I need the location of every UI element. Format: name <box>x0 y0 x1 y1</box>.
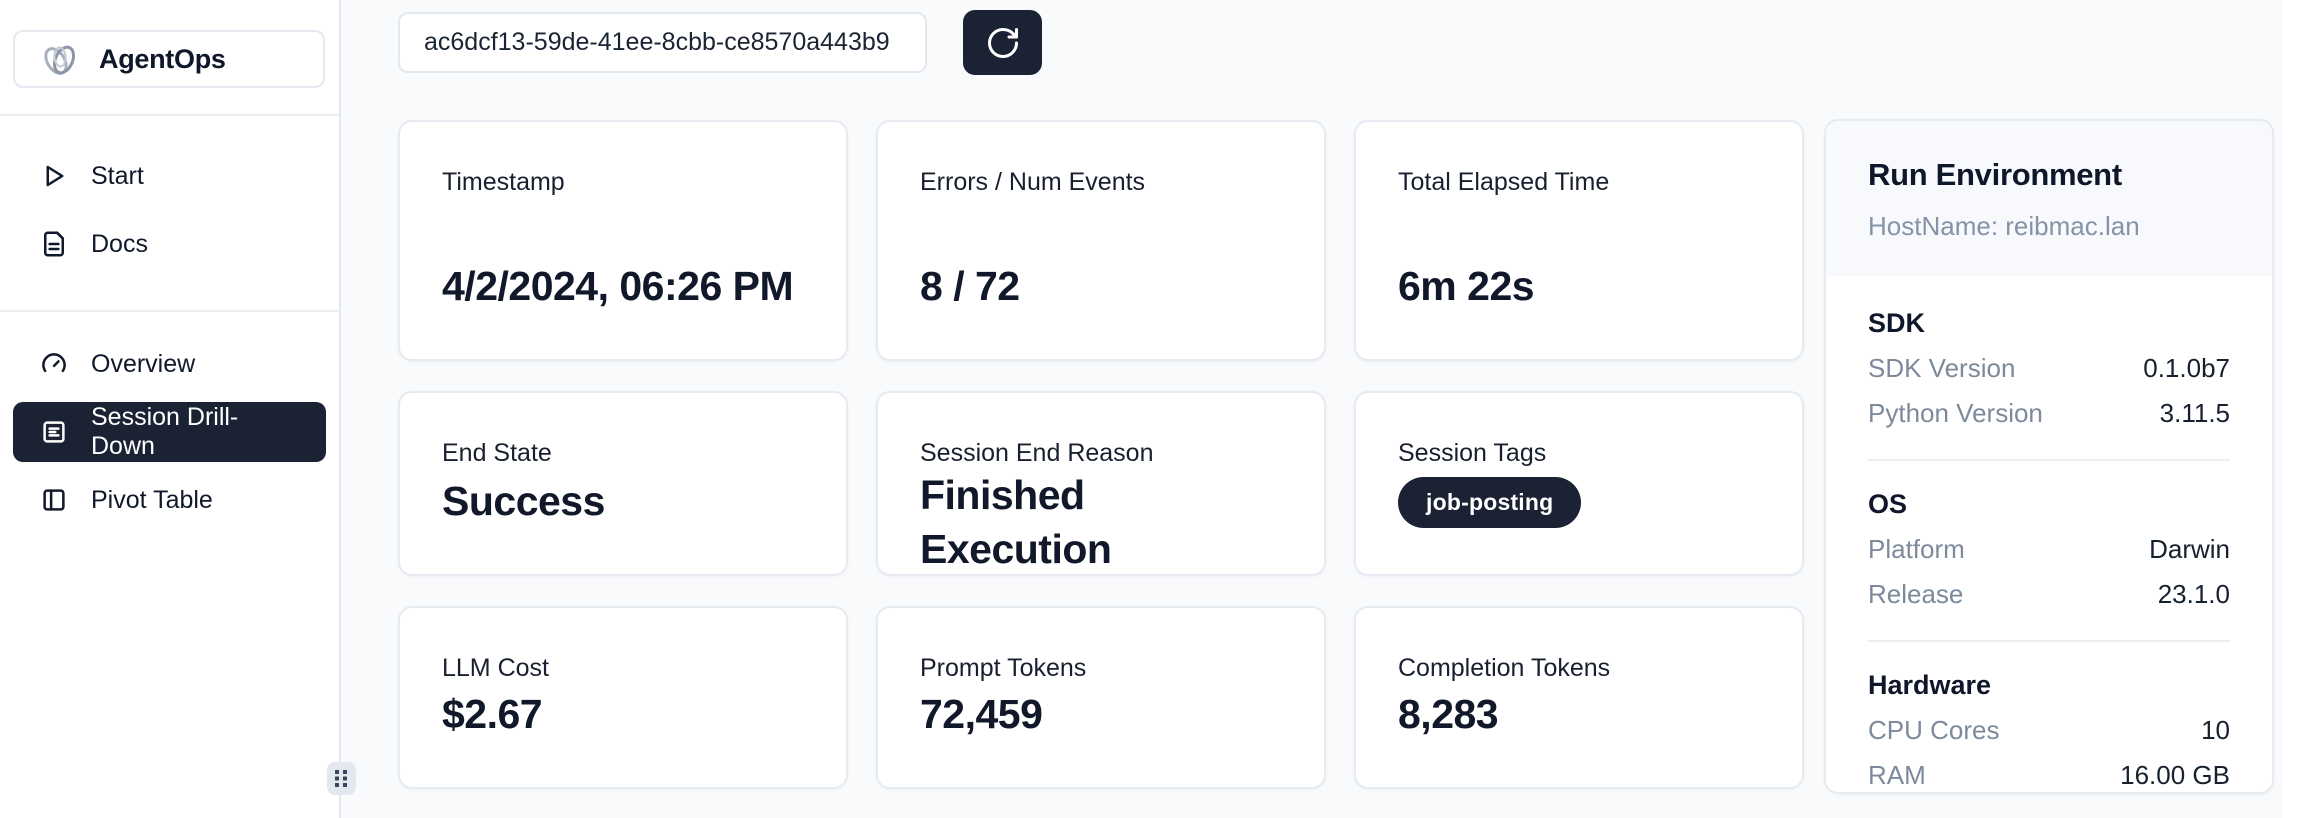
sidebar-resize-grip[interactable] <box>327 762 356 795</box>
env-section-heading: SDK <box>1868 308 1926 338</box>
metric-cards-grid: Timestamp 4/2/2024, 06:26 PM Errors / Nu… <box>398 120 1804 789</box>
panel-left-icon <box>39 485 69 515</box>
sidebar-item-label: Session Drill-Down <box>91 403 239 460</box>
card-errors-num-events: Errors / Num Events 8 / 72 <box>876 120 1326 361</box>
card-label: Timestamp <box>442 168 565 196</box>
card-prompt-tokens: Prompt Tokens 72,459 <box>876 606 1326 789</box>
run-environment-header: Run Environment HostName: reibmac.lan <box>1826 121 2272 276</box>
env-row-release: Release 23.1.0 <box>1868 579 2230 610</box>
card-label: Total Elapsed Time <box>1398 168 1610 196</box>
play-icon <box>39 161 69 191</box>
env-divider <box>1868 459 2230 461</box>
sidebar-divider <box>0 114 339 116</box>
env-section-hardware: Hardware CPU Cores 10 RAM 16.00 GB <box>1868 670 2230 791</box>
run-environment-body: SDK SDK Version 0.1.0b7 Python Version 3… <box>1826 276 2272 791</box>
env-row-value: 3.11.5 <box>2159 398 2230 428</box>
sidebar-item-label: Overview <box>91 349 196 378</box>
env-row-platform: Platform Darwin <box>1868 534 2230 565</box>
card-end-state: End State Success <box>398 391 848 576</box>
run-environment-panel: Run Environment HostName: reibmac.lan SD… <box>1824 119 2274 794</box>
env-row-label: CPU Cores <box>1868 715 2000 745</box>
sidebar-item-pivot-table[interactable]: Pivot Table <box>13 470 326 530</box>
card-label: Session Tags <box>1398 439 1547 467</box>
env-row-value: 0.1.0b7 <box>2143 353 2230 383</box>
card-value: 8,283 <box>1398 690 1499 737</box>
card-value: Success <box>442 477 605 524</box>
env-divider <box>1868 640 2230 642</box>
env-row-value: 10 <box>2201 715 2230 745</box>
refresh-icon <box>987 27 1018 58</box>
card-session-tags: Session Tags job-posting <box>1354 391 1804 576</box>
session-id-input[interactable] <box>398 12 927 73</box>
card-label: End State <box>442 439 552 467</box>
env-section-heading: OS <box>1868 489 1908 519</box>
card-label: Session End Reason <box>920 439 1154 467</box>
sidebar-item-start[interactable]: Start <box>13 146 326 206</box>
env-section-heading: Hardware <box>1868 670 1992 700</box>
env-row-sdk-version: SDK Version 0.1.0b7 <box>1868 353 2230 384</box>
env-row-cpu-cores: CPU Cores 10 <box>1868 715 2230 746</box>
session-tag-badge: job-posting <box>1398 477 1582 528</box>
scrollbar-gutter[interactable] <box>2283 0 2300 818</box>
card-label: Prompt Tokens <box>920 654 1087 682</box>
main-content: Timestamp 4/2/2024, 06:26 PM Errors / Nu… <box>341 0 2300 818</box>
sidebar-item-label: Pivot Table <box>91 485 213 514</box>
card-timestamp: Timestamp 4/2/2024, 06:26 PM <box>398 120 848 361</box>
card-label: Completion Tokens <box>1398 654 1611 682</box>
document-icon <box>39 229 69 259</box>
card-label: Errors / Num Events <box>920 168 1146 196</box>
brand-name: AgentOps <box>99 43 226 74</box>
env-section-sdk: SDK SDK Version 0.1.0b7 Python Version 3… <box>1868 308 2230 429</box>
sidebar-item-overview[interactable]: Overview <box>13 334 326 394</box>
refresh-button[interactable] <box>963 10 1042 75</box>
card-llm-cost: LLM Cost $2.67 <box>398 606 848 789</box>
card-value: Finished Execution <box>920 472 1112 573</box>
agentops-logo-icon <box>37 38 83 80</box>
gauge-icon <box>39 349 69 379</box>
env-row-value: 23.1.0 <box>2157 579 2230 609</box>
card-completion-tokens: Completion Tokens 8,283 <box>1354 606 1804 789</box>
sidebar-nav-session: Overview Session Drill-Down <box>0 334 339 530</box>
sidebar-item-session-drill-down[interactable]: Session Drill-Down <box>13 402 326 462</box>
card-value: 8 / 72 <box>920 262 1020 309</box>
sidebar-nav-top: Start Docs <box>0 146 339 274</box>
env-row-python-version: Python Version 3.11.5 <box>1868 398 2230 429</box>
card-label: LLM Cost <box>442 654 549 682</box>
card-value: 6m 22s <box>1398 262 1535 309</box>
env-row-label: Release <box>1868 579 1964 609</box>
sidebar: AgentOps Start <box>0 0 341 818</box>
sidebar-divider <box>0 310 339 312</box>
env-row-value: Darwin <box>2149 534 2230 564</box>
sidebar-item-label: Start <box>91 161 144 190</box>
env-row-label: Platform <box>1868 534 1965 564</box>
card-session-end-reason: Session End Reason Finished Execution <box>876 391 1326 576</box>
env-row-label: RAM <box>1868 760 1926 790</box>
card-value: 4/2/2024, 06:26 PM <box>442 262 794 309</box>
env-row-ram: RAM 16.00 GB <box>1868 760 2230 791</box>
sidebar-item-label: Docs <box>91 229 148 258</box>
sidebar-item-docs[interactable]: Docs <box>13 214 326 274</box>
card-value: $2.67 <box>442 690 543 737</box>
env-section-os: OS Platform Darwin Release 23.1.0 <box>1868 489 2230 610</box>
env-row-value: 16.00 GB <box>2120 760 2230 790</box>
run-environment-title: Run Environment <box>1868 157 2122 192</box>
brand-logo-box[interactable]: AgentOps <box>13 30 325 88</box>
list-box-icon <box>39 417 69 447</box>
env-row-label: Python Version <box>1868 398 2043 428</box>
env-row-label: SDK Version <box>1868 353 2016 383</box>
card-value: 72,459 <box>920 690 1043 737</box>
grip-dots-icon <box>335 770 347 787</box>
card-total-elapsed-time: Total Elapsed Time 6m 22s <box>1354 120 1804 361</box>
hostname-text: HostName: reibmac.lan <box>1868 211 2140 241</box>
